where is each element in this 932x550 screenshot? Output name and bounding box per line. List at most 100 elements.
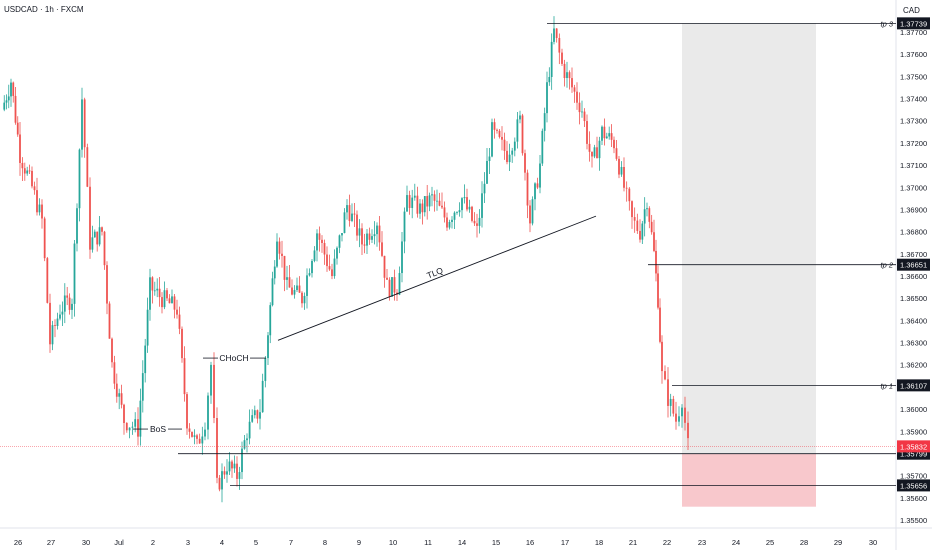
candle-body bbox=[78, 149, 81, 209]
candle-body bbox=[271, 278, 274, 306]
candle-body bbox=[19, 134, 21, 163]
candle-body bbox=[608, 133, 611, 137]
candle-body bbox=[441, 205, 443, 208]
level-price-text: 1.37739 bbox=[900, 19, 927, 28]
candle-body bbox=[568, 72, 571, 79]
candle-body bbox=[316, 233, 318, 251]
candle-body bbox=[63, 295, 66, 312]
candle-body bbox=[356, 214, 358, 236]
level-price-badge bbox=[897, 17, 930, 30]
candle-body bbox=[541, 130, 544, 164]
candle-body bbox=[298, 285, 301, 293]
candle-body bbox=[178, 314, 181, 329]
candle-body bbox=[416, 195, 419, 214]
candle-body bbox=[176, 309, 178, 315]
candle-body bbox=[578, 102, 581, 113]
candle-body bbox=[333, 258, 336, 277]
candle-body bbox=[351, 213, 353, 221]
candle-body bbox=[403, 211, 406, 242]
candle-body bbox=[598, 140, 601, 159]
candle-body bbox=[14, 95, 17, 123]
candle-body bbox=[491, 122, 493, 157]
candle-body bbox=[313, 250, 316, 261]
candle-body bbox=[346, 205, 348, 213]
candle-body bbox=[605, 136, 608, 139]
price-tick-label: 1.35600 bbox=[900, 494, 927, 503]
time-tick-label: 22 bbox=[663, 538, 671, 547]
candle-body bbox=[181, 328, 183, 359]
time-tick-label: Jul bbox=[114, 538, 124, 547]
candle-body bbox=[461, 198, 463, 211]
current-price-text: 1.35832 bbox=[900, 442, 927, 451]
candle-body bbox=[318, 233, 321, 240]
candle-body bbox=[106, 265, 108, 304]
candle-body bbox=[496, 129, 498, 131]
candle-body bbox=[91, 237, 94, 250]
candle-body bbox=[391, 277, 393, 297]
candle-body bbox=[291, 287, 293, 295]
candle-body bbox=[456, 212, 458, 214]
candle-body bbox=[566, 72, 568, 79]
target-zone bbox=[682, 23, 816, 454]
candle-body bbox=[269, 305, 272, 336]
candle-body bbox=[628, 188, 631, 202]
candle-body bbox=[641, 223, 644, 240]
candle-body bbox=[86, 147, 89, 187]
candle-body bbox=[443, 207, 446, 218]
candle-body bbox=[207, 395, 209, 430]
candle-body bbox=[26, 170, 29, 174]
level-price-text: 1.36651 bbox=[900, 261, 927, 270]
candle-body bbox=[678, 416, 680, 422]
time-tick-label: 27 bbox=[47, 538, 55, 547]
time-tick-label: 26 bbox=[14, 538, 22, 547]
candle-body bbox=[111, 338, 113, 363]
candle-body bbox=[171, 296, 173, 304]
candle-body bbox=[196, 435, 198, 439]
candle-body bbox=[256, 410, 259, 419]
candle-body bbox=[259, 412, 261, 419]
candle-body bbox=[413, 195, 416, 198]
bos-label: BoS bbox=[150, 424, 166, 434]
candle-body bbox=[406, 195, 408, 212]
candle-body bbox=[281, 253, 283, 256]
candle-body bbox=[191, 431, 193, 437]
candle-body bbox=[71, 303, 73, 310]
time-tick-label: 18 bbox=[595, 538, 603, 547]
candle-body bbox=[426, 196, 429, 207]
candle-body bbox=[659, 307, 661, 342]
candle-body bbox=[553, 28, 555, 42]
candle-body bbox=[581, 111, 583, 113]
candle-body bbox=[636, 220, 639, 231]
candle-body bbox=[5, 100, 8, 103]
candle-body bbox=[511, 150, 514, 155]
candle-body bbox=[123, 404, 125, 423]
candle-body bbox=[623, 166, 625, 188]
candle-body bbox=[681, 407, 683, 417]
candle-body bbox=[49, 302, 51, 345]
candle-body bbox=[376, 225, 378, 235]
candle-body bbox=[675, 413, 677, 422]
candle-body bbox=[419, 203, 421, 214]
candle-body bbox=[43, 218, 46, 259]
candle-body bbox=[646, 208, 648, 210]
candle-body bbox=[156, 288, 159, 291]
candle-body bbox=[546, 82, 548, 114]
choch-label: CHoCH bbox=[219, 353, 248, 363]
time-tick-label: 4 bbox=[220, 538, 224, 547]
candle-body bbox=[131, 426, 134, 428]
candle-body bbox=[591, 151, 593, 157]
candle-body bbox=[308, 273, 311, 276]
candle-body bbox=[539, 163, 541, 188]
candle-body bbox=[228, 461, 231, 472]
candle-body bbox=[463, 197, 466, 199]
candle-body bbox=[596, 147, 598, 159]
candle-body bbox=[408, 195, 411, 208]
candle-body bbox=[371, 236, 373, 240]
candle-body bbox=[151, 277, 154, 291]
candle-body bbox=[588, 143, 591, 152]
candle-body bbox=[348, 205, 351, 221]
candle-body bbox=[421, 203, 424, 213]
candle-body bbox=[650, 221, 653, 233]
candle-body bbox=[201, 436, 204, 444]
